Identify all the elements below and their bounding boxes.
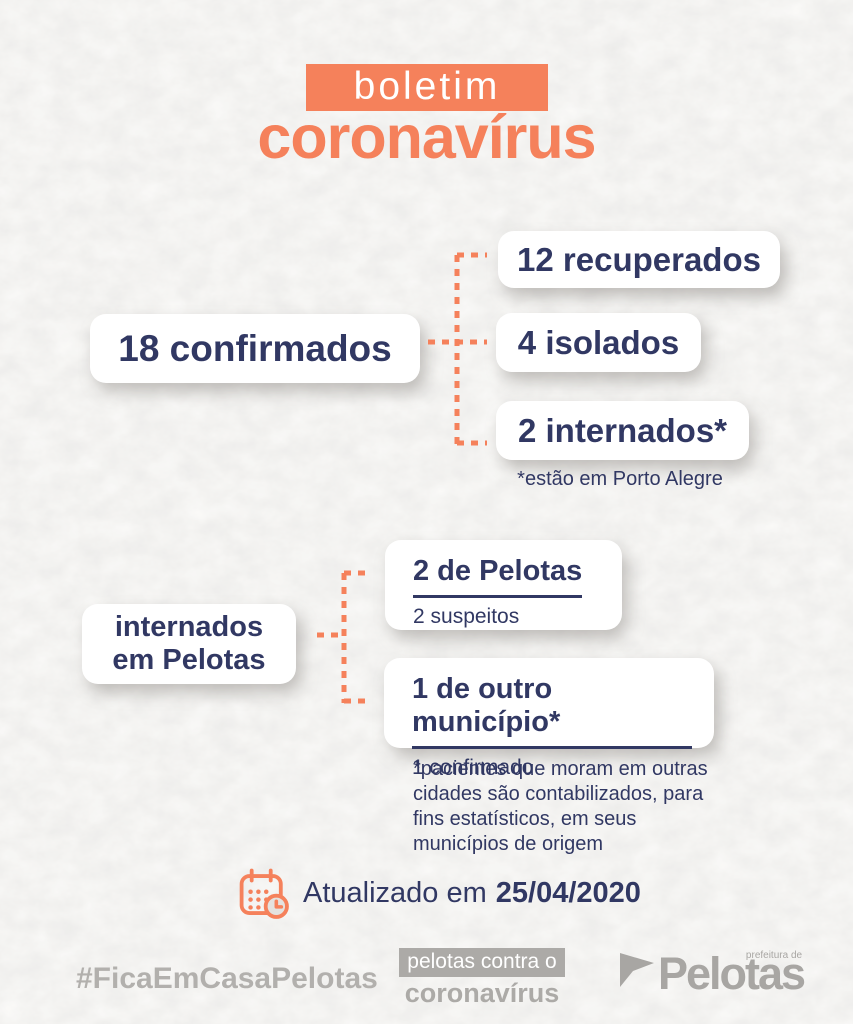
isolated-card: 4 isolados: [496, 313, 701, 372]
hospitalized-card: 2 internados*: [496, 401, 749, 460]
campaign-lockup: pelotas contra o coronavírus: [392, 948, 572, 1009]
confirmed-total-label: 18 confirmados: [118, 327, 392, 369]
calendar-clock-icon: [239, 868, 289, 919]
confirmed-total-card: 18 confirmados: [90, 314, 420, 383]
isolated-label: 4 isolados: [517, 323, 680, 361]
campaign-title: coronavírus: [404, 978, 560, 1008]
other-city-detail: 1 confirmado: [412, 756, 534, 779]
statistics-note-line: fins estatísticos, em seus: [413, 808, 637, 830]
campaign-badge: pelotas contra o: [399, 948, 565, 977]
statistics-note-line: *pacientes que moram em outras: [413, 758, 708, 780]
other-city-label: 1 de outro município*: [412, 673, 692, 749]
logo-prefeitura-label: prefeitura de: [745, 950, 803, 961]
statistics-note: *pacientes que moram em outras cidades s…: [413, 757, 743, 857]
recovered-card: 12 recuperados: [498, 231, 780, 288]
updated-row: Atualizado em 25/04/2020: [303, 868, 641, 918]
other-city-card: 1 de outro município* 1 confirmado: [384, 658, 714, 779]
hospitalized-pelotas-line1: internados: [114, 611, 264, 643]
updated-date: 25/04/2020: [495, 876, 641, 909]
hospitalized-pelotas-card: internados em Pelotas: [82, 604, 296, 684]
statistics-note-line: cidades são contabilizados, para: [413, 783, 704, 805]
logo-name: Pelotas: [658, 948, 806, 999]
from-pelotas-detail: 2 suspeitos: [413, 605, 520, 628]
logo-text-wrap: prefeitura de Pelotas: [658, 946, 806, 999]
from-pelotas-card: 2 de Pelotas 2 suspeitos: [385, 540, 622, 630]
bulletin-badge: boletim: [306, 64, 548, 111]
page-title: coronavírus: [257, 103, 596, 171]
statistics-note-line: municípios de origem: [413, 833, 604, 855]
hospitalized-pelotas-label: internados em Pelotas: [112, 611, 265, 677]
porto-alegre-note: *estão em Porto Alegre: [517, 468, 723, 490]
hospitalized-pelotas-line2: em Pelotas: [112, 644, 266, 676]
pelotas-city-logo: prefeitura de Pelotas: [616, 946, 806, 999]
pelotas-connector-lines: [317, 570, 369, 704]
updated-label: Atualizado em: [303, 876, 487, 909]
recovered-label: 12 recuperados: [517, 240, 761, 278]
paper-plane-icon: [620, 953, 654, 987]
confirmed-connector-lines: [428, 252, 487, 446]
hospitalized-label: 2 internados*: [517, 411, 728, 449]
from-pelotas-label: 2 de Pelotas: [413, 555, 583, 598]
hashtag-fica-em-casa: #FicaEmCasaPelotas: [76, 962, 378, 995]
